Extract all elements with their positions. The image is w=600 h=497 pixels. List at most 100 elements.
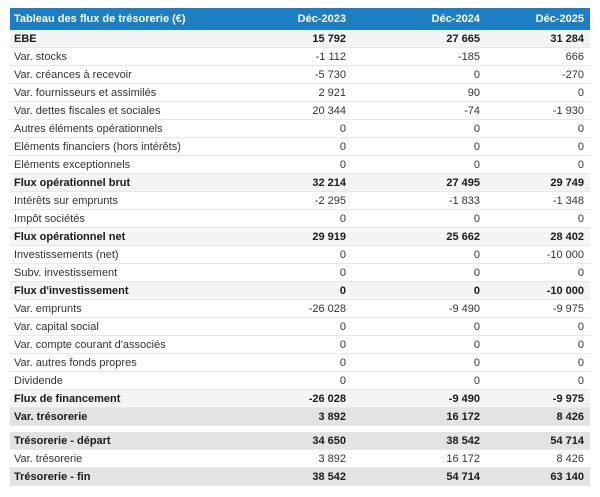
table-row: Trésorerie - fin 38 542 54 714 63 140	[10, 467, 590, 486]
row-value: 16 172	[352, 407, 486, 426]
table-row: Var. emprunts -26 028 -9 490 -9 975	[10, 299, 590, 318]
row-value: -9 490	[352, 299, 486, 318]
row-value: 0	[230, 119, 352, 138]
table-row: Trésorerie - départ 34 650 38 542 54 714	[10, 432, 590, 450]
row-label: Investissements (net)	[10, 245, 230, 264]
row-value: 0	[230, 137, 352, 156]
row-value: 0	[486, 155, 590, 174]
table-row: Flux opérationnel brut 32 214 27 495 29 749	[10, 173, 590, 192]
table-spacer-row	[10, 425, 590, 432]
table-row: Eléments financiers (hors intérêts) 0 0 0	[10, 137, 590, 156]
table-row: Var. trésorerie 3 892 16 172 8 426	[10, 407, 590, 426]
row-value: 0	[486, 209, 590, 228]
row-value: -5 730	[230, 65, 352, 84]
row-value: -1 112	[230, 47, 352, 66]
row-label: Var. stocks	[10, 47, 230, 66]
row-label: Eléments financiers (hors intérêts)	[10, 137, 230, 156]
row-value: 0	[352, 65, 486, 84]
row-value: 20 344	[230, 101, 352, 120]
row-value: -1 833	[352, 191, 486, 210]
table-row: Var. créances à recevoir -5 730 0 -270	[10, 65, 590, 84]
row-value: 0	[230, 317, 352, 336]
row-value: -26 028	[230, 299, 352, 318]
row-value: 2 921	[230, 83, 352, 102]
row-value: 28 402	[486, 227, 590, 246]
row-value: 0	[352, 371, 486, 390]
row-value: -2 295	[230, 191, 352, 210]
table-row: Flux d'investissement 0 0 -10 000	[10, 281, 590, 300]
row-value: 0	[352, 317, 486, 336]
row-value: 31 284	[486, 30, 590, 48]
row-label: Var. emprunts	[10, 299, 230, 318]
row-value: 0	[486, 317, 590, 336]
row-value: 3 892	[230, 449, 352, 468]
row-value: 0	[352, 353, 486, 372]
row-label: Var. capital social	[10, 317, 230, 336]
table-body: EBE 15 792 27 665 31 284 Var. stocks -1 112 -1…	[10, 30, 590, 486]
row-label: Var. autres fonds propres	[10, 353, 230, 372]
row-value: 8 426	[486, 449, 590, 468]
row-label: Var. créances à recevoir	[10, 65, 230, 84]
row-value: 54 714	[486, 432, 590, 450]
row-value: -9 490	[352, 389, 486, 408]
table-row: Var. trésorerie 3 892 16 172 8 426	[10, 449, 590, 468]
row-value: 0	[230, 263, 352, 282]
row-label: Var. fournisseurs et assimilés	[10, 83, 230, 102]
row-value: 0	[352, 263, 486, 282]
row-value: 0	[352, 209, 486, 228]
row-value: 32 214	[230, 173, 352, 192]
table-row: Eléments exceptionnels 0 0 0	[10, 155, 590, 174]
table-row: Var. autres fonds propres 0 0 0	[10, 353, 590, 372]
row-label: Impôt sociétés	[10, 209, 230, 228]
row-value: 38 542	[230, 467, 352, 486]
row-value: 0	[486, 137, 590, 156]
row-label: Var. compte courant d'associés	[10, 335, 230, 354]
table-header: Tableau des flux de trésorerie (€) Déc-2…	[10, 8, 590, 30]
row-value: 0	[352, 245, 486, 264]
table-row: Var. stocks -1 112 -185 666	[10, 47, 590, 66]
row-value: 0	[352, 155, 486, 174]
row-value: 0	[230, 155, 352, 174]
row-value: 0	[486, 335, 590, 354]
row-value: 16 172	[352, 449, 486, 468]
table-row: Intérêts sur emprunts -2 295 -1 833 -1 348	[10, 191, 590, 210]
row-value: -185	[352, 47, 486, 66]
row-value: -9 975	[486, 389, 590, 408]
row-label: Flux de financement	[10, 389, 230, 408]
table-title: Tableau des flux de trésorerie (€)	[10, 8, 230, 30]
row-label: Var. trésorerie	[10, 449, 230, 468]
row-value: 0	[230, 209, 352, 228]
row-value: -10 000	[486, 245, 590, 264]
table-row: Flux opérationnel net 29 919 25 662 28 402	[10, 227, 590, 246]
table-row: Impôt sociétés 0 0 0	[10, 209, 590, 228]
table-row: Flux de financement -26 028 -9 490 -9 975	[10, 389, 590, 408]
table-row: Var. capital social 0 0 0	[10, 317, 590, 336]
row-value: 8 426	[486, 407, 590, 426]
row-value: -74	[352, 101, 486, 120]
spacer-cell	[10, 425, 590, 432]
row-label: Intérêts sur emprunts	[10, 191, 230, 210]
row-value: 15 792	[230, 30, 352, 48]
row-value: 0	[230, 353, 352, 372]
row-value: 27 495	[352, 173, 486, 192]
table-row: Var. compte courant d'associés 0 0 0	[10, 335, 590, 354]
row-label: Var. trésorerie	[10, 407, 230, 426]
row-value: -270	[486, 65, 590, 84]
row-value: -10 000	[486, 281, 590, 300]
row-value: 38 542	[352, 432, 486, 450]
row-value: 34 650	[230, 432, 352, 450]
row-label: Var. dettes fiscales et sociales	[10, 101, 230, 120]
row-value: 0	[352, 335, 486, 354]
row-value: 29 919	[230, 227, 352, 246]
row-value: 25 662	[352, 227, 486, 246]
row-value: 3 892	[230, 407, 352, 426]
table-header-row: Tableau des flux de trésorerie (€) Déc-2…	[10, 8, 590, 30]
row-label: Subv. investissement	[10, 263, 230, 282]
table-row: EBE 15 792 27 665 31 284	[10, 30, 590, 48]
row-label: Trésorerie - départ	[10, 432, 230, 450]
row-value: 0	[486, 371, 590, 390]
column-header-dec-2024: Déc-2024	[352, 8, 486, 30]
row-value: 0	[230, 371, 352, 390]
row-label: Eléments exceptionnels	[10, 155, 230, 174]
row-value: 29 749	[486, 173, 590, 192]
